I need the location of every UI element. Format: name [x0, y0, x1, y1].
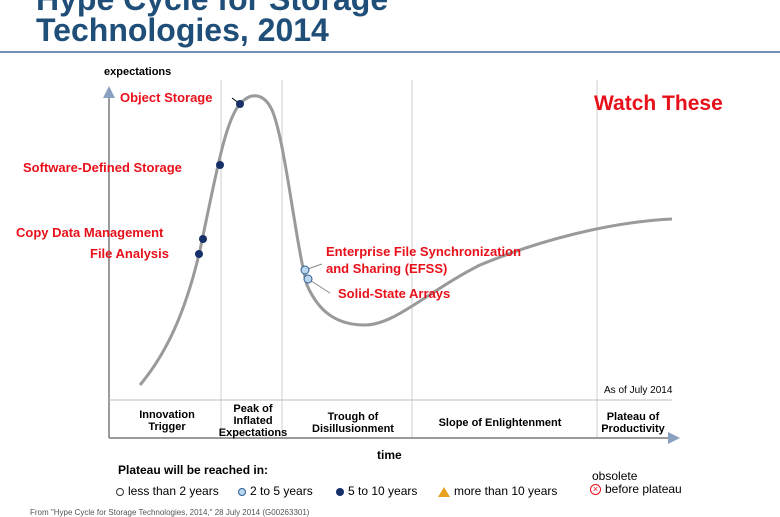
legend-label: 5 to 10 years — [348, 484, 418, 498]
title-divider — [0, 51, 780, 53]
legend-label: more than 10 years — [454, 484, 558, 498]
x-axis-arrow — [668, 432, 680, 444]
marker-file-analysis — [195, 250, 203, 258]
phase-plateau: Plateau of Productivity — [601, 411, 665, 435]
phase-trough: Trough of Disillusionment — [312, 411, 394, 435]
legend-label: less than 2 years — [128, 484, 219, 498]
y-axis-label: expectations — [104, 66, 172, 78]
dark-circle-icon — [336, 487, 344, 496]
legend-item-more-than-10: more than 10 years — [438, 484, 557, 498]
light-circle-icon — [238, 487, 246, 496]
x-axis-label: time — [377, 448, 402, 462]
y-axis-arrow — [103, 86, 115, 98]
label-efss-line2: and Sharing (EFSS) — [326, 261, 447, 276]
page-title-line2: Technologies, 2014 — [36, 12, 329, 48]
marker-software-defined-storage — [216, 161, 224, 169]
as-of-date: As of July 2014 — [604, 385, 673, 396]
label-solid-state-arrays: Solid-State Arrays — [338, 286, 450, 301]
legend-item-2-to-5: 2 to 5 years — [238, 484, 313, 498]
label-file-analysis: File Analysis — [90, 246, 169, 261]
open-circle-icon — [116, 487, 124, 496]
label-software-defined-storage: Software-Defined Storage — [23, 160, 182, 175]
marker-object-storage — [236, 100, 244, 108]
phase-innovation-trigger: Innovation Trigger — [139, 409, 195, 433]
hype-curve — [138, 94, 673, 386]
watch-these-callout: Watch These — [594, 92, 723, 115]
legend-title: Plateau will be reached in: — [118, 463, 269, 477]
marker-solid-state-arrays — [303, 274, 313, 284]
legend-obsolete-line1: obsolete — [592, 469, 638, 483]
page-title-line1: Hype Cycle for Storage — [36, 0, 388, 16]
legend-item-less-than-2: less than 2 years — [116, 484, 219, 498]
legend-obsolete-line2: before plateau — [605, 482, 682, 496]
legend-label: 2 to 5 years — [250, 484, 313, 498]
marker-efss — [300, 265, 310, 275]
legend-item-5-to-10: 5 to 10 years — [336, 484, 417, 498]
obsolete-icon: × — [590, 484, 601, 496]
marker-copy-data-management — [199, 235, 207, 243]
label-copy-data-management: Copy Data Management — [16, 225, 164, 240]
source-footnote: From "Hype Cycle for Storage Technologie… — [30, 508, 310, 517]
phase-slope: Slope of Enlightenment — [438, 417, 562, 429]
label-efss-line1: Enterprise File Synchronization — [326, 244, 521, 259]
triangle-icon — [438, 486, 450, 497]
phase-peak: Peak of Inflated Expectations — [218, 403, 288, 439]
legend-item-obsolete: obsolete × before plateau — [590, 470, 682, 496]
label-object-storage: Object Storage — [120, 90, 212, 105]
